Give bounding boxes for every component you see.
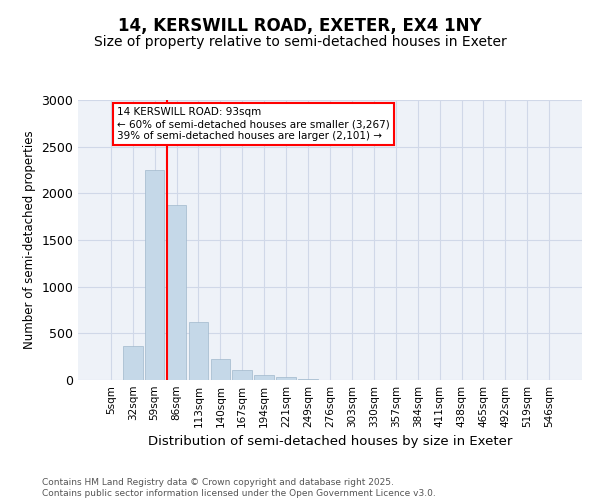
Bar — [188, 322, 208, 380]
Bar — [145, 170, 164, 380]
Bar — [276, 377, 296, 380]
Bar — [167, 204, 187, 380]
Bar — [123, 346, 143, 380]
Text: Contains HM Land Registry data © Crown copyright and database right 2025.
Contai: Contains HM Land Registry data © Crown c… — [42, 478, 436, 498]
Bar — [211, 360, 230, 380]
Text: Size of property relative to semi-detached houses in Exeter: Size of property relative to semi-detach… — [94, 35, 506, 49]
Bar — [254, 375, 274, 380]
Bar — [232, 370, 252, 380]
Bar — [298, 379, 318, 380]
Y-axis label: Number of semi-detached properties: Number of semi-detached properties — [23, 130, 36, 350]
Text: 14, KERSWILL ROAD, EXETER, EX4 1NY: 14, KERSWILL ROAD, EXETER, EX4 1NY — [118, 18, 482, 36]
Text: 14 KERSWILL ROAD: 93sqm
← 60% of semi-detached houses are smaller (3,267)
39% of: 14 KERSWILL ROAD: 93sqm ← 60% of semi-de… — [118, 108, 390, 140]
X-axis label: Distribution of semi-detached houses by size in Exeter: Distribution of semi-detached houses by … — [148, 436, 512, 448]
